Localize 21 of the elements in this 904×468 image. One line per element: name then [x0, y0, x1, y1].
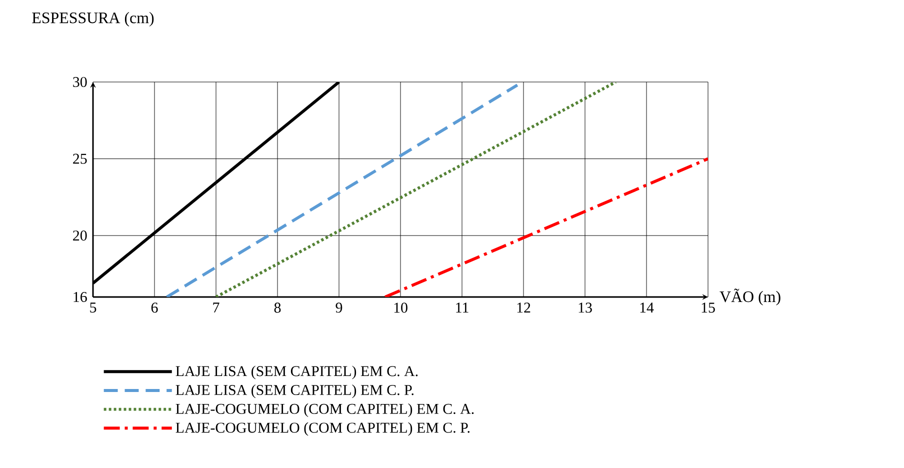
- x-tick-label: 12: [517, 302, 530, 313]
- x-tick-label: 5: [90, 302, 96, 313]
- x-tick-label: 8: [274, 302, 281, 313]
- x-axis-title: VÃO (m): [720, 288, 780, 306]
- legend-label: LAJE-COGUMELO (COM CAPITEL) EM C. A.: [176, 403, 474, 417]
- y-axis-title: ESPESSURA (cm): [32, 12, 154, 26]
- x-tick-label: 9: [336, 302, 342, 313]
- y-tick-label: 16: [74, 292, 87, 302]
- x-tick-label: 14: [640, 302, 654, 313]
- x-tick-label: 7: [213, 302, 220, 312]
- legend-label: LAJE-COGUMELO (COM CAPITEL) EM C. P.: [176, 422, 470, 436]
- x-tick-label: 15: [702, 302, 715, 313]
- x-tick-label: 6: [151, 302, 158, 313]
- legend-label: LAJE LISA (SEM CAPITEL) EM C. P.: [176, 384, 414, 398]
- x-tick-label: 11: [456, 302, 468, 313]
- x-tick-label: 10: [394, 302, 408, 313]
- y-tick-label: 20: [73, 230, 87, 241]
- y-tick-label: 30: [73, 76, 87, 88]
- y-tick-label: 25: [73, 154, 87, 164]
- x-tick-label: 13: [578, 302, 592, 313]
- legend-label: LAJE LISA (SEM CAPITEL) EM C. A.: [176, 366, 418, 380]
